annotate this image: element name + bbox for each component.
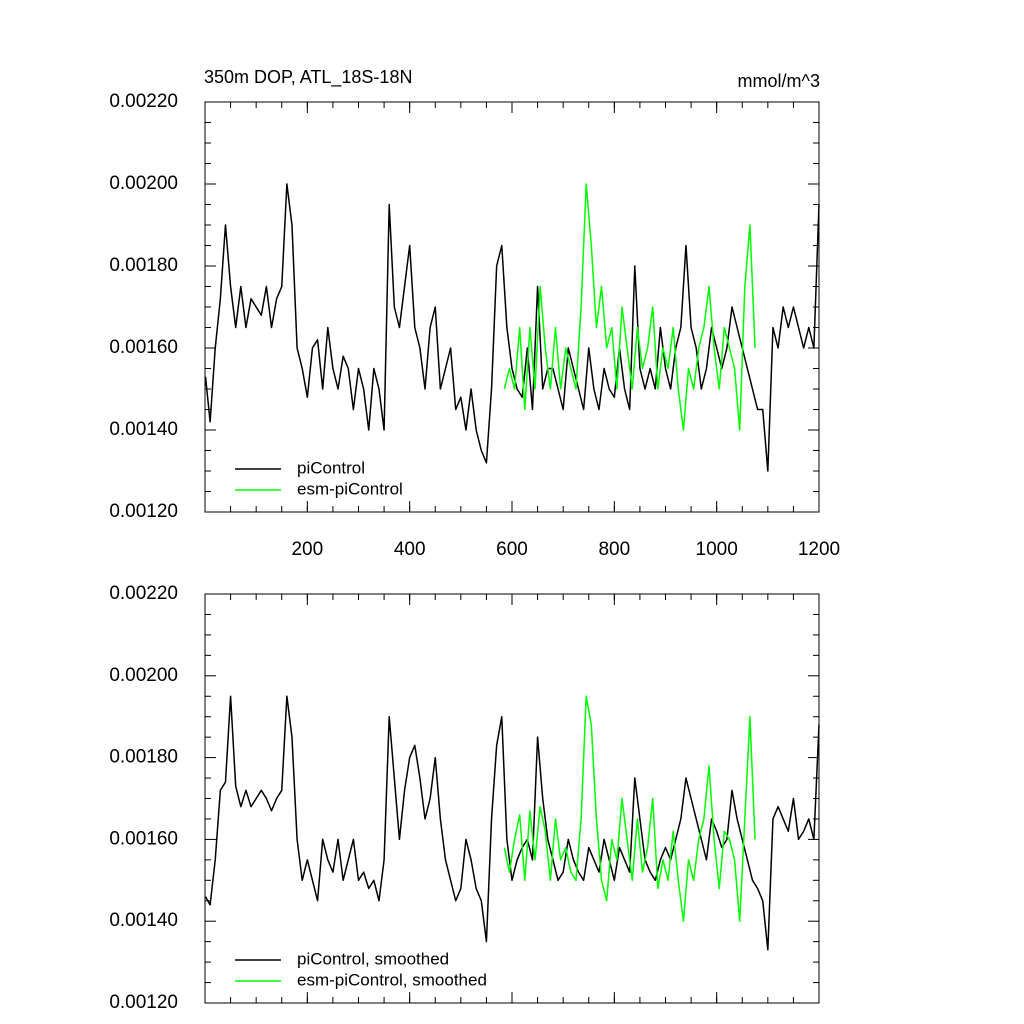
plot-frame [204, 101, 820, 513]
y-tick-label: 0.00180 [109, 747, 178, 768]
y-tick-label: 0.00220 [109, 91, 178, 112]
x-tick-label: 600 [496, 539, 528, 560]
y-tick-label: 0.00220 [109, 583, 178, 604]
series-line [503, 183, 756, 431]
y-tick-label: 0.00120 [109, 992, 178, 1013]
legend-label: piControl [297, 458, 365, 477]
units-label: mmol/m^3 [738, 71, 820, 91]
x-tick-label: 400 [394, 539, 426, 560]
x-tick-label: 800 [598, 539, 630, 560]
y-tick-label: 0.00200 [109, 665, 178, 686]
chart-title: 350m DOP, ATL_18S-18N [204, 67, 412, 88]
x-tick-label: 200 [291, 539, 323, 560]
y-tick-label: 0.00200 [109, 173, 178, 194]
series-line [204, 695, 820, 951]
legend-label: esm-piControl [297, 479, 403, 498]
y-tick-label: 0.00140 [109, 910, 178, 931]
y-tick-label: 0.00140 [109, 419, 178, 440]
y-tick-label: 0.00120 [109, 501, 178, 522]
x-tick-label: 1200 [798, 539, 840, 560]
x-tick-label: 1000 [696, 539, 738, 560]
plot-frame [204, 593, 820, 1004]
y-tick-label: 0.00160 [109, 828, 178, 849]
legend-label: piControl, smoothed [297, 949, 449, 968]
series-line [204, 183, 820, 472]
legend-label: esm-piControl, smoothed [297, 970, 487, 989]
y-tick-label: 0.00160 [109, 337, 178, 358]
series-line [503, 695, 756, 922]
y-tick-label: 0.00180 [109, 255, 178, 276]
